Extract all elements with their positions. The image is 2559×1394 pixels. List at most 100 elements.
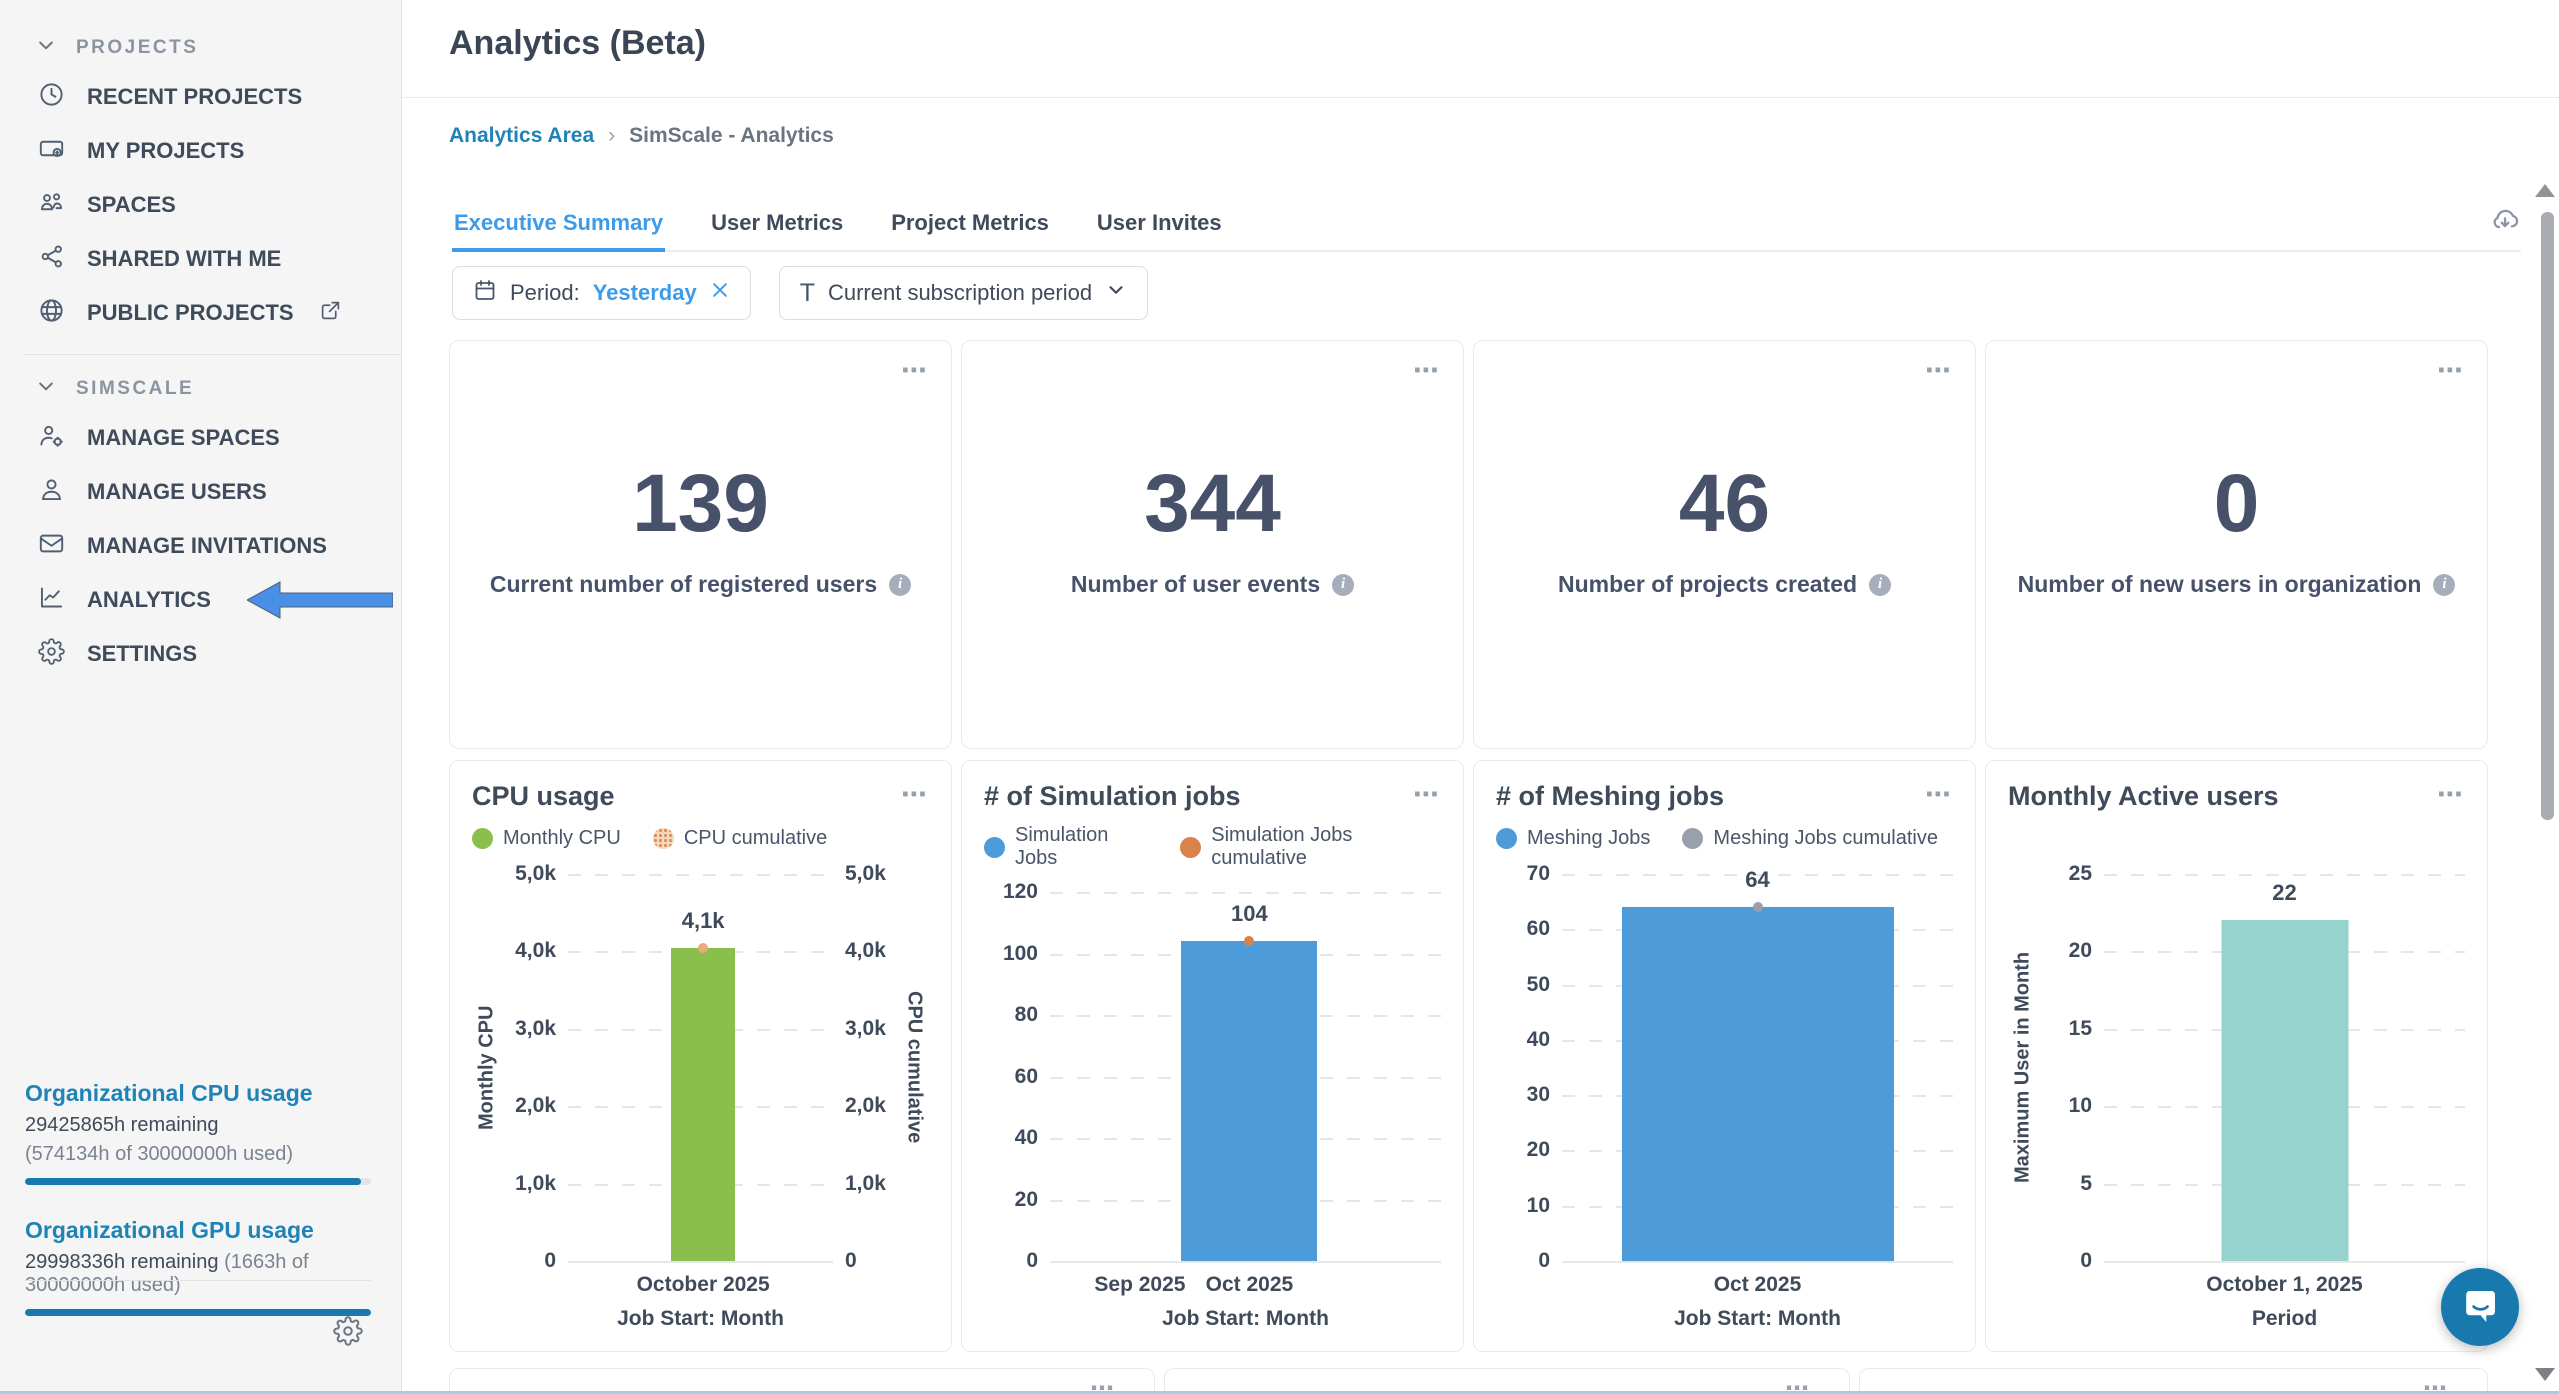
y-tick-label: 0: [2080, 1249, 2092, 1272]
legend-label: Simulation Jobs: [1015, 824, 1109, 869]
sidebar-item-manage-users[interactable]: MANAGE USERS: [0, 465, 401, 519]
sidebar-item-shared-with-me[interactable]: SHARED WITH ME: [0, 232, 401, 286]
legend-item[interactable]: CPU cumulative: [652, 827, 827, 850]
y-tick-label: 1,0k: [845, 1171, 886, 1195]
chart-bar[interactable]: [671, 947, 736, 1261]
legend-item[interactable]: Meshing Jobs cumulative: [1682, 827, 1938, 850]
gpu-usage-progressbar: [25, 1309, 371, 1316]
gpu-detail: (1663h of 30000000h used): [25, 1251, 309, 1296]
cpu-usage-progressbar: [25, 1178, 371, 1185]
legend-label: Monthly CPU: [503, 826, 621, 849]
x-tick-label: Oct 2025: [1205, 1273, 1294, 1296]
card-menu-icon[interactable]: ⋯: [2437, 779, 2465, 809]
chat-button[interactable]: [2441, 1268, 2519, 1346]
x-axis-title: Job Start: Month: [1674, 1307, 1841, 1330]
card-menu-icon[interactable]: ⋯: [1925, 779, 1953, 809]
plot-area: 64: [1562, 867, 1953, 1263]
breadcrumb-link[interactable]: Analytics Area: [449, 124, 595, 147]
stat-card-new-users: ⋯ 0 Number of new users in organization i: [1985, 340, 2488, 749]
breadcrumb-current: SimScale - Analytics: [629, 124, 834, 147]
period-filter-chip[interactable]: Period: Yesterday: [452, 266, 751, 320]
y-tick-label: 4,0k: [515, 939, 556, 963]
scroll-down-arrow[interactable]: [2535, 1368, 2555, 1381]
projects-board-icon: [38, 135, 65, 168]
legend-item[interactable]: Monthly CPU: [472, 827, 621, 850]
card-menu-icon[interactable]: ⋯: [901, 779, 929, 809]
y-tick-label: 30: [1526, 1083, 1550, 1107]
chevron-down-icon: [36, 376, 56, 402]
tab-project-metrics[interactable]: Project Metrics: [891, 210, 1049, 235]
sidebar-item-manage-invitations[interactable]: MANAGE INVITATIONS: [0, 519, 401, 573]
card-menu-icon[interactable]: ⋯: [1413, 779, 1441, 809]
sidebar-item-analytics[interactable]: ANALYTICS: [0, 573, 401, 627]
sidebar-item-public-projects[interactable]: PUBLIC PROJECTS: [0, 286, 401, 340]
card-menu-icon[interactable]: ⋯: [2423, 1375, 2449, 1394]
y-tick-label: 60: [1014, 1064, 1038, 1088]
legend-item[interactable]: Simulation Jobs: [984, 824, 1148, 870]
info-icon[interactable]: i: [889, 573, 912, 596]
y-tick-label: 15: [2068, 1016, 2092, 1040]
card-menu-icon[interactable]: ⋯: [1785, 1375, 1811, 1394]
sidebar-item-label: PUBLIC PROJECTS: [87, 300, 294, 325]
filter-bar: Period: Yesterday T Current subscription…: [452, 266, 1149, 320]
y-tick-label: 70: [1526, 862, 1550, 885]
x-tick-label: Oct 2025: [1713, 1273, 1802, 1296]
card-menu-icon[interactable]: ⋯: [1090, 1375, 1116, 1394]
subscription-filter-chip[interactable]: T Current subscription period: [778, 266, 1149, 320]
cpu-usage-link[interactable]: Organizational CPU usage: [25, 1080, 313, 1106]
y-tick-label: 0: [1538, 1249, 1550, 1272]
plot-area: 4,1k: [568, 874, 833, 1263]
bar-value-label: 64: [1745, 867, 1770, 893]
data-point-marker[interactable]: [1244, 936, 1255, 947]
gpu-remaining: 29998336h remaining (1663h of 30000000h …: [25, 1251, 309, 1296]
info-icon[interactable]: i: [1869, 573, 1892, 596]
user-icon: [38, 476, 65, 509]
chart-body: Monthly CPU 5,0k 4,0k 3,0k 2,0k 1,0k 0 4,1k 5,0k…: [472, 862, 929, 1335]
sidebar-item-label: SPACES: [87, 192, 176, 217]
y-tick-label: 0: [1026, 1249, 1038, 1272]
sidebar-section-projects[interactable]: PROJECTS: [0, 26, 401, 70]
sidebar-bottom-divider: [24, 1280, 371, 1281]
sidebar-item-my-projects[interactable]: MY PROJECTS: [0, 124, 401, 178]
data-point-marker[interactable]: [1752, 902, 1763, 913]
y-tick-label: 40: [1526, 1027, 1550, 1051]
scroll-up-arrow[interactable]: [2535, 184, 2555, 197]
y-axis-title-left: Monthly CPU: [475, 1005, 498, 1130]
sidebar-section-simscale[interactable]: SIMSCALE: [0, 367, 401, 411]
info-icon[interactable]: i: [2433, 573, 2456, 596]
card-menu-icon[interactable]: ⋯: [2437, 355, 2465, 385]
legend-item[interactable]: Simulation Jobs cumulative: [1180, 824, 1441, 870]
legend-item[interactable]: Meshing Jobs: [1496, 827, 1650, 850]
info-icon[interactable]: i: [1332, 573, 1355, 596]
stat-value: 46: [1678, 458, 1771, 549]
sidebar-item-spaces[interactable]: SPACES: [0, 178, 401, 232]
sidebar-item-recent-projects[interactable]: RECENT PROJECTS: [0, 70, 401, 124]
chart-bar[interactable]: [2221, 920, 2348, 1261]
remove-filter-icon[interactable]: [710, 280, 730, 306]
tab-user-invites[interactable]: User Invites: [1096, 210, 1222, 235]
card-menu-icon[interactable]: ⋯: [1413, 355, 1441, 385]
tab-executive-summary[interactable]: Executive Summary: [452, 210, 666, 252]
chart-bar[interactable]: [1181, 941, 1318, 1261]
chart-card-partial: ⋯: [449, 1368, 1155, 1394]
bar-value-label: 4,1k: [681, 907, 725, 933]
x-axis-line: [1562, 1261, 1953, 1263]
data-point-marker[interactable]: [698, 942, 709, 953]
sidebar-item-settings[interactable]: SETTINGS: [0, 627, 401, 681]
tab-user-metrics[interactable]: User Metrics: [711, 210, 844, 235]
card-menu-icon[interactable]: ⋯: [1925, 355, 1953, 385]
chart-legend: Monthly CPU CPU cumulative: [472, 824, 929, 852]
share-icon: [38, 243, 65, 276]
gpu-usage-link[interactable]: Organizational GPU usage: [25, 1217, 314, 1243]
card-menu-icon[interactable]: ⋯: [901, 355, 929, 385]
cloud-download-icon[interactable]: [2489, 203, 2521, 248]
y-tick-label: 5: [2080, 1171, 2092, 1195]
sidebar-item-manage-spaces[interactable]: MANAGE SPACES: [0, 411, 401, 465]
legend-swatch: [472, 827, 493, 849]
legend-label: Meshing Jobs: [1527, 826, 1651, 849]
stat-card-registered-users: ⋯ 139 Current number of registered users…: [449, 340, 952, 749]
scrollbar-thumb[interactable]: [2541, 212, 2554, 820]
chart-bar[interactable]: [1621, 907, 1894, 1261]
sidebar-settings-gear-icon[interactable]: [333, 1316, 363, 1351]
chart-title: Monthly Active users: [2008, 781, 2279, 811]
